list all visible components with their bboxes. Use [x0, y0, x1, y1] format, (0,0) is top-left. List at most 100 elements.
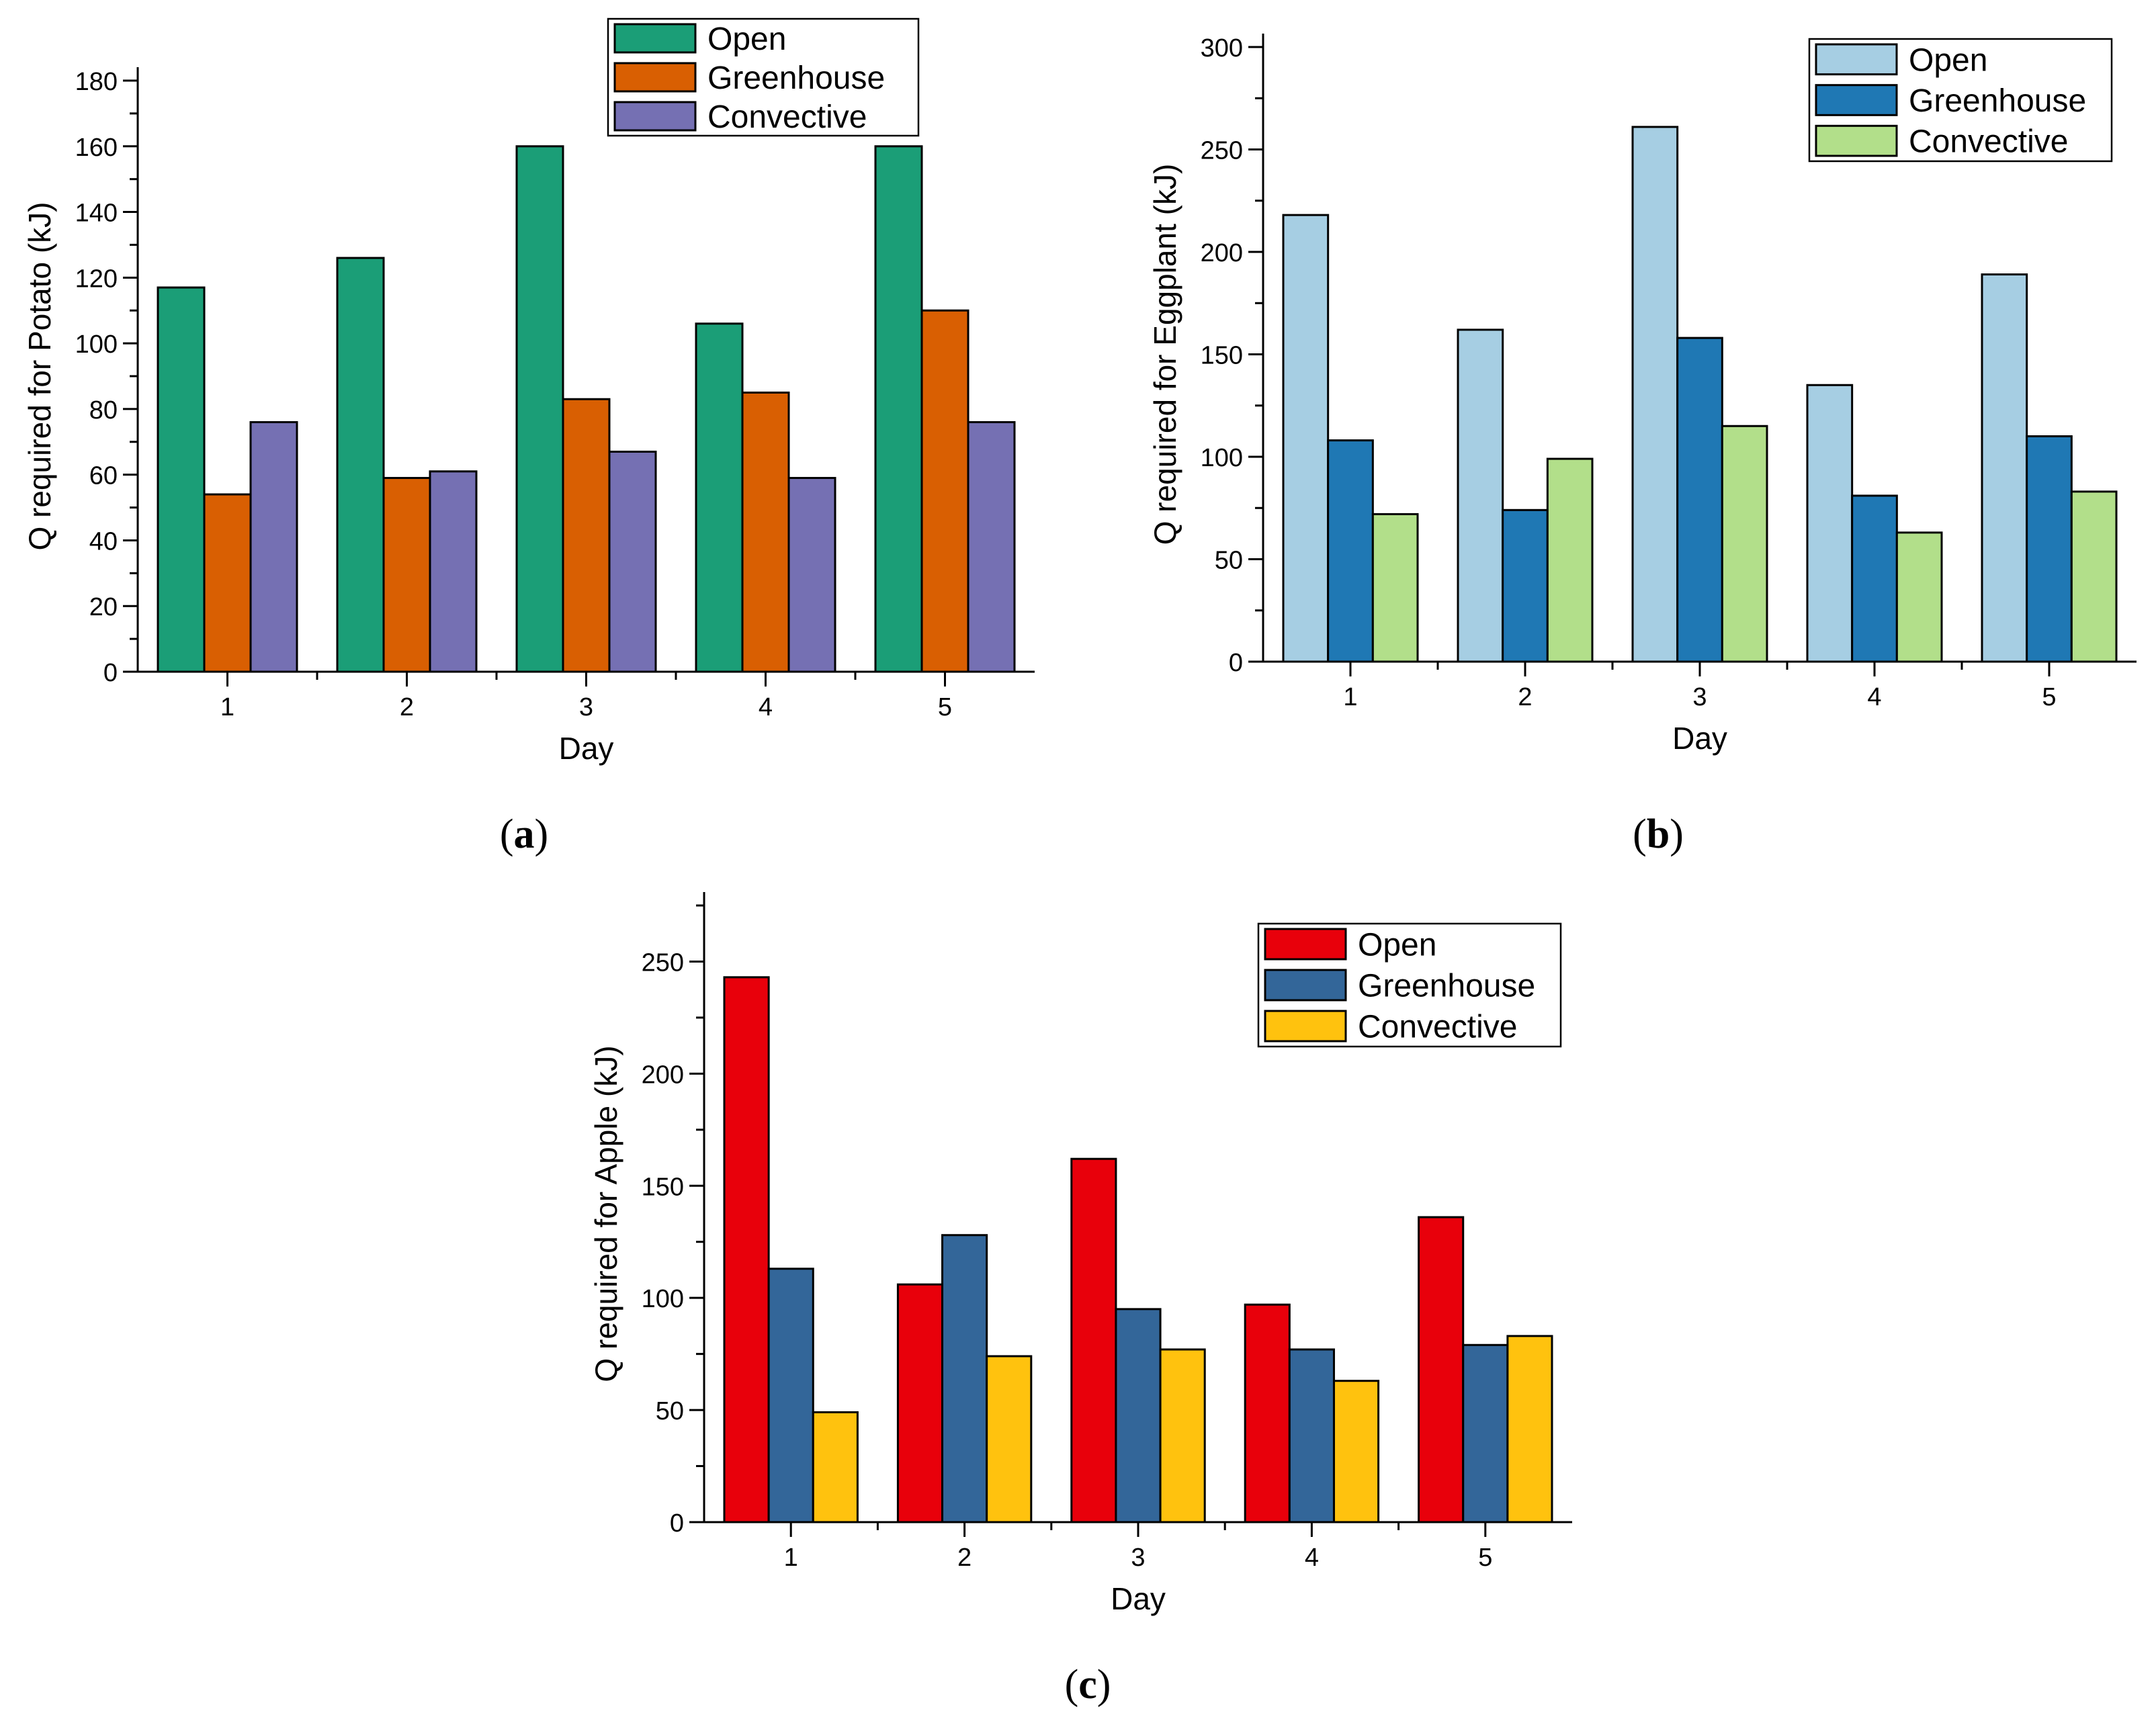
- bar-greenhouse-day-5: [1462, 1343, 1509, 1523]
- y-tick-label: 200: [642, 1061, 684, 1089]
- bar-open-day-1: [1282, 214, 1330, 663]
- y-tick-label: 250: [642, 948, 684, 977]
- y-tick-label: 100: [642, 1285, 684, 1313]
- bar-greenhouse-day-1: [1327, 439, 1374, 663]
- bar-greenhouse-day-4: [1288, 1348, 1335, 1523]
- x-tick-label: 1: [220, 693, 234, 721]
- bar-convective-day-1: [249, 420, 298, 673]
- chart-panel-a: 0 20 40 60 80 100 120 140 160 180 1 2 3 4 5 Day Q requir…: [22, 17, 1035, 857]
- chart-panel-c: 0 50 100 150 200 250 1 2 3 4 5 Day Q required for Ap…: [589, 892, 1572, 1708]
- panel-caption: (c): [1065, 1662, 1111, 1708]
- x-tick-label: 1: [1343, 683, 1357, 711]
- bar-convective-day-3: [608, 450, 657, 673]
- panel-caption: (a): [500, 811, 548, 857]
- bar-open-day-4: [1806, 384, 1854, 663]
- legend-swatch-open: [613, 23, 697, 54]
- bar-convective-day-5: [2070, 490, 2118, 663]
- legend-label-convective: Convective: [1358, 1010, 1517, 1045]
- legend: Open Greenhouse Convective: [1808, 38, 2113, 163]
- bar-greenhouse-day-5: [920, 309, 969, 673]
- bar-greenhouse-day-4: [1851, 494, 1898, 663]
- bar-greenhouse-day-2: [1502, 508, 1549, 663]
- bar-convective-day-3: [1159, 1348, 1206, 1523]
- bar-open-day-1: [723, 976, 770, 1523]
- bar-convective-day-5: [967, 420, 1016, 673]
- chart-panel-b: 0 50 100 150 200 250 300 1 2 3 4 5 Day Q required for…: [1148, 34, 2137, 857]
- legend-swatch-greenhouse: [1815, 84, 1898, 116]
- bar-open-day-2: [896, 1283, 944, 1523]
- bar-convective-day-4: [1895, 531, 1943, 663]
- bar-convective-day-3: [1721, 425, 1768, 663]
- legend-swatch-open: [1264, 928, 1347, 961]
- bar-convective-day-1: [1371, 513, 1419, 663]
- y-tick-label: 0: [103, 659, 118, 687]
- bar-greenhouse-day-3: [562, 398, 611, 673]
- x-axis-title: Day: [559, 731, 614, 766]
- bar-convective-day-4: [1332, 1380, 1380, 1523]
- panel-caption: (b): [1633, 811, 1684, 857]
- legend-label-greenhouse: Greenhouse: [707, 60, 885, 96]
- x-tick-label: 1: [784, 1544, 798, 1572]
- bar-convective-day-2: [1546, 457, 1594, 663]
- x-tick-label: 2: [400, 693, 414, 721]
- y-tick-label: 80: [89, 396, 118, 425]
- y-tick-label: 300: [1201, 34, 1243, 62]
- legend-label-open: Open: [1909, 42, 1987, 78]
- y-axis-title: Q required for Potato (kJ): [22, 202, 57, 551]
- y-tick-label: 0: [1229, 649, 1243, 677]
- legend-swatch-greenhouse: [613, 62, 697, 93]
- bar-convective-day-1: [812, 1411, 859, 1523]
- bar-convective-day-4: [787, 477, 836, 673]
- x-tick-label: 4: [1867, 683, 1881, 711]
- y-axis-title: Q required for Apple (kJ): [589, 1045, 623, 1382]
- x-tick-label: 4: [759, 693, 773, 721]
- x-axis-title: Day: [1111, 1581, 1166, 1616]
- legend-label-open: Open: [707, 21, 786, 57]
- x-tick-label: 2: [957, 1544, 972, 1572]
- x-axis-title: Day: [1672, 721, 1727, 756]
- bar-open-day-3: [515, 145, 564, 673]
- y-tick-label: 100: [75, 330, 118, 359]
- legend-swatch-open: [1815, 43, 1898, 76]
- legend-label-convective: Convective: [707, 99, 867, 135]
- y-tick-label: 20: [89, 593, 118, 621]
- x-tick-label: 5: [938, 693, 952, 721]
- legend-label-open: Open: [1358, 928, 1436, 963]
- bar-convective-day-2: [986, 1355, 1033, 1523]
- bar-greenhouse-day-4: [741, 391, 790, 673]
- bar-greenhouse-day-1: [767, 1268, 814, 1523]
- y-tick-label: 50: [656, 1397, 684, 1425]
- bar-greenhouse-day-1: [203, 493, 252, 673]
- bar-greenhouse-day-2: [941, 1234, 988, 1523]
- bar-open-day-3: [1070, 1157, 1117, 1523]
- legend-label-convective: Convective: [1909, 124, 2068, 160]
- y-tick-label: 100: [1201, 444, 1243, 472]
- x-tick-label: 3: [1131, 1544, 1145, 1572]
- legend-swatch-convective: [1815, 124, 1898, 157]
- bar-greenhouse-day-3: [1676, 337, 1723, 663]
- bar-open-day-5: [1981, 273, 2028, 663]
- y-tick-label: 150: [1201, 342, 1243, 370]
- y-tick-label: 0: [670, 1509, 684, 1538]
- x-tick-label: 4: [1305, 1544, 1319, 1572]
- bar-greenhouse-day-5: [2026, 435, 2073, 663]
- y-axis-title: Q required for Eggplant (kJ): [1148, 164, 1182, 545]
- x-tick-label: 2: [1518, 683, 1532, 711]
- bar-convective-day-2: [429, 470, 478, 673]
- y-tick-label: 40: [89, 527, 118, 556]
- bar-open-day-4: [1244, 1303, 1291, 1523]
- legend-swatch-convective: [1264, 1010, 1347, 1043]
- bar-convective-day-5: [1506, 1335, 1553, 1523]
- bar-open-day-2: [1457, 328, 1504, 663]
- legend-label-greenhouse: Greenhouse: [1909, 83, 2086, 119]
- y-tick-label: 120: [75, 265, 118, 293]
- x-tick-label: 3: [579, 693, 593, 721]
- x-tick-label: 5: [2042, 683, 2056, 711]
- x-tick-label: 3: [1692, 683, 1707, 711]
- bar-open-day-2: [336, 257, 385, 673]
- y-tick-label: 160: [75, 134, 118, 162]
- y-tick-label: 200: [1201, 239, 1243, 267]
- legend-swatch-greenhouse: [1264, 969, 1347, 1002]
